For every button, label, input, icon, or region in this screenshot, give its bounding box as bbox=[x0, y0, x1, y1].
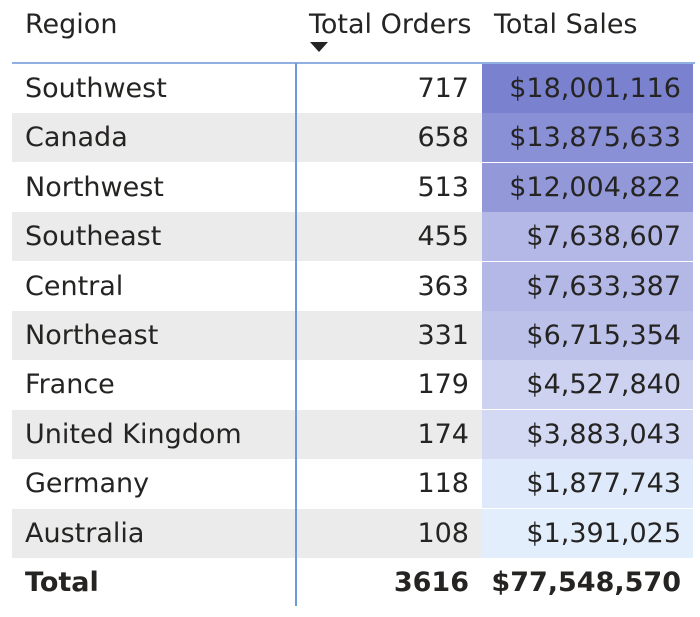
region-cell: Northwest bbox=[25, 171, 164, 203]
sales-cell: $13,875,633 bbox=[482, 113, 693, 163]
row-band bbox=[12, 113, 482, 163]
sort-indicator bbox=[310, 42, 328, 52]
row-band bbox=[12, 212, 482, 262]
total-cell: Total bbox=[25, 567, 99, 598]
sales-cell: $1,391,025 bbox=[482, 508, 693, 558]
row-band bbox=[12, 409, 482, 459]
header-rule bbox=[12, 62, 695, 64]
column-header: Region bbox=[25, 9, 118, 40]
region-cell: Canada bbox=[25, 122, 128, 154]
orders-cell: 658 bbox=[417, 122, 469, 154]
orders-cell: 331 bbox=[417, 320, 469, 351]
region-cell: Germany bbox=[25, 468, 150, 500]
row-band bbox=[12, 311, 482, 360]
total-cell: $77,548,570 bbox=[491, 567, 681, 598]
region-cell: Southwest bbox=[25, 73, 167, 104]
column-header: Total Sales bbox=[494, 9, 638, 40]
sales-cell: $7,633,387 bbox=[482, 261, 693, 311]
region-cell: United Kingdom bbox=[25, 418, 242, 450]
orders-cell: 174 bbox=[417, 418, 469, 450]
region-cell: Northeast bbox=[25, 320, 159, 351]
region-cell: Central bbox=[25, 270, 124, 302]
region-cell: Southeast bbox=[25, 221, 162, 253]
column-divider bbox=[295, 63, 297, 606]
region-cell: France bbox=[25, 369, 115, 401]
sales-cell: $3,883,043 bbox=[482, 409, 693, 459]
orders-cell: 108 bbox=[417, 517, 469, 549]
orders-cell: 179 bbox=[417, 369, 469, 401]
region-cell: Australia bbox=[25, 517, 145, 549]
orders-cell: 455 bbox=[417, 221, 469, 253]
sales-cell: $18,001,116 bbox=[482, 64, 693, 113]
sales-cell: $4,527,840 bbox=[482, 360, 693, 410]
sales-cell: $12,004,822 bbox=[482, 162, 693, 212]
sales-cell: $6,715,354 bbox=[482, 311, 693, 360]
orders-cell: 717 bbox=[417, 73, 469, 104]
orders-cell: 513 bbox=[417, 171, 469, 203]
total-cell: 3616 bbox=[393, 567, 469, 598]
row-band bbox=[12, 508, 482, 558]
sales-cell: $1,877,743 bbox=[482, 459, 693, 509]
orders-cell: 118 bbox=[417, 468, 469, 500]
orders-cell: 363 bbox=[417, 270, 469, 302]
sales-cell: $7,638,607 bbox=[482, 212, 693, 262]
column-header: Total Orders bbox=[309, 9, 472, 40]
